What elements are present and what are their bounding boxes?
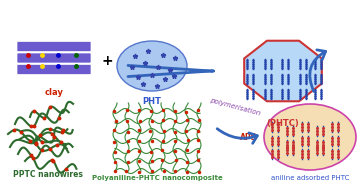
Text: APS: APS [240, 132, 257, 142]
Text: (PHTC): (PHTC) [267, 119, 299, 128]
Polygon shape [244, 41, 322, 101]
Text: PPTC nanowires: PPTC nanowires [13, 170, 83, 179]
Text: Polyaniline-PHTC nanocomposite: Polyaniline-PHTC nanocomposite [92, 175, 223, 181]
Text: PHT: PHT [143, 97, 162, 106]
Text: +: + [101, 54, 113, 68]
Ellipse shape [264, 104, 356, 170]
FancyBboxPatch shape [17, 64, 91, 74]
FancyBboxPatch shape [17, 53, 91, 63]
Text: clay: clay [45, 88, 64, 97]
FancyBboxPatch shape [17, 42, 91, 52]
Text: polymerisation: polymerisation [209, 97, 261, 117]
Ellipse shape [117, 41, 187, 91]
FancyArrowPatch shape [310, 50, 326, 91]
FancyArrowPatch shape [217, 129, 257, 143]
Text: aniline adsorbed PHTC: aniline adsorbed PHTC [271, 175, 349, 181]
